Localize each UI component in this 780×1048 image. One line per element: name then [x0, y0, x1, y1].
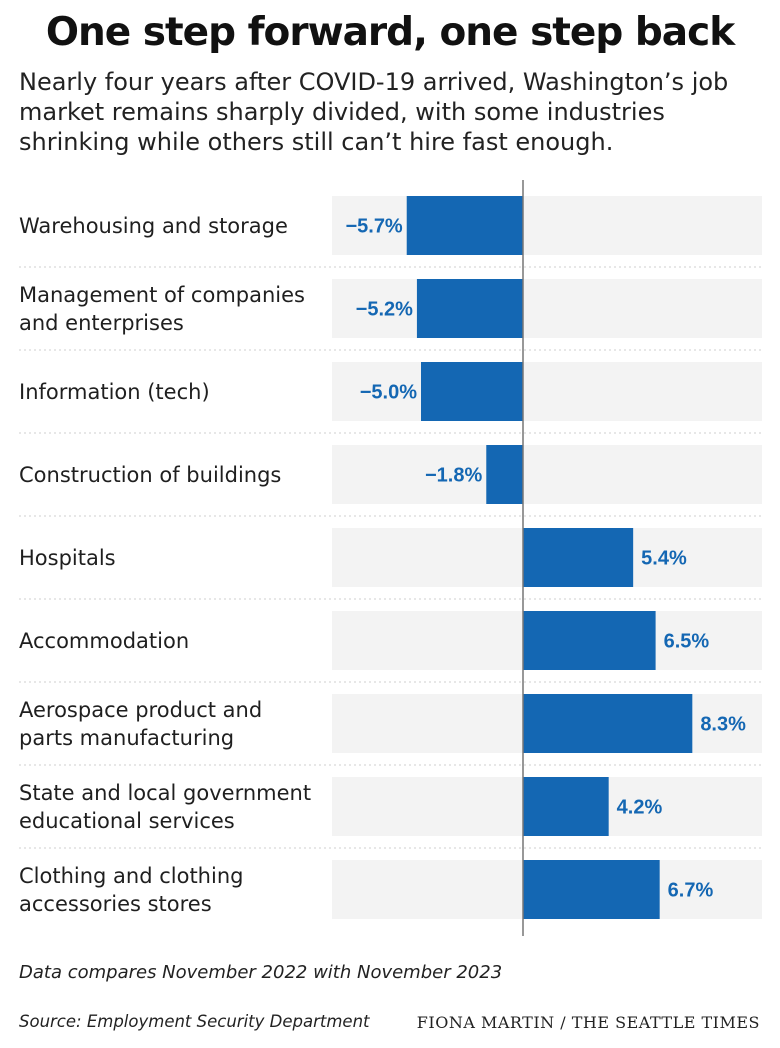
category-label: Hospitals — [19, 545, 116, 570]
bar — [421, 362, 523, 421]
row-band — [332, 279, 762, 338]
bar — [523, 694, 693, 753]
category-label: Construction of buildings — [19, 462, 282, 487]
category-label: Clothing and clothing accessories stores — [19, 863, 244, 916]
value-label: 5.4% — [641, 548, 687, 570]
chart-title: One step forward, one step back — [45, 10, 735, 55]
value-label: −5.0% — [360, 382, 417, 404]
value-label: 6.7% — [668, 880, 714, 902]
bar — [406, 196, 523, 255]
bar — [486, 445, 523, 504]
category-label: State and local government educational se… — [19, 780, 312, 833]
value-label: 8.3% — [700, 714, 746, 736]
bar — [523, 777, 609, 836]
bar — [523, 611, 656, 670]
chart-subtitle: Nearly four years after COVID-19 arrived… — [19, 68, 729, 156]
bar-chart: −5.7% −5.2% −5.0% −1.8% 5.4% 6.5% 8.3% 4.2% 6.7%… — [0, 180, 780, 936]
row-band — [332, 362, 762, 421]
bar — [523, 860, 660, 919]
bar — [523, 528, 634, 587]
bar-chart-svg: −5.7% −5.2% −5.0% −1.8% 5.4% 6.5% 8.3% 4.2% 6.7% — [19, 180, 762, 936]
value-label: −1.8% — [425, 465, 482, 487]
bar — [416, 279, 523, 338]
value-label: −5.2% — [356, 299, 413, 321]
row-band — [332, 196, 762, 255]
footnote: Data compares November 2022 with Novembe… — [19, 962, 503, 983]
row-band — [332, 445, 762, 504]
value-label: 4.2% — [617, 797, 663, 819]
value-label: −5.7% — [345, 216, 402, 238]
source-note: Source: Employment Security Department — [19, 1012, 370, 1031]
category-label: Accommodation — [19, 628, 190, 653]
value-label: 6.5% — [664, 631, 710, 653]
category-label: Information (tech) — [19, 379, 210, 404]
category-label: Management of companies and enterprises — [19, 282, 305, 335]
credit-line: FIONA MARTIN / THE SEATTLE TIMES — [416, 1013, 760, 1032]
category-label: Aerospace product and parts manufacturing — [19, 697, 263, 750]
category-label: Warehousing and storage — [19, 213, 288, 238]
